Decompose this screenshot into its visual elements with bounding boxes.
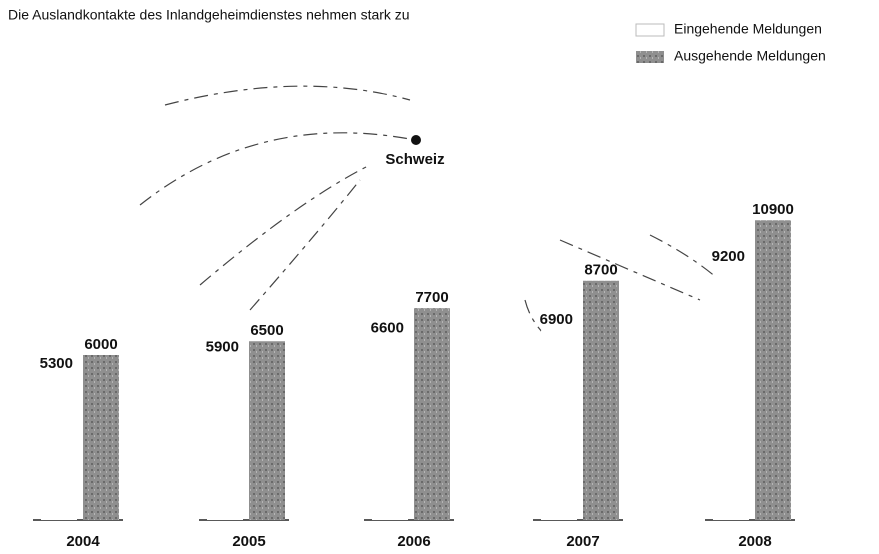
bar <box>372 339 408 521</box>
bar <box>83 355 119 520</box>
bar <box>414 308 450 520</box>
x-tick-label: 2007 <box>566 533 599 550</box>
annotation: Schweiz <box>385 151 444 168</box>
location-dot <box>411 135 421 145</box>
value-label: 5900 <box>206 339 239 356</box>
x-tick-label: 2008 <box>738 533 771 550</box>
legend-swatch <box>636 24 664 36</box>
bar <box>207 358 243 520</box>
legend-swatch <box>636 51 664 63</box>
value-label: 5300 <box>40 355 73 372</box>
value-label: 7700 <box>415 289 448 306</box>
legend-label: Ausgehende Meldungen <box>674 48 826 64</box>
bar <box>583 281 619 520</box>
legend-label: Eingehende Meldungen <box>674 21 822 37</box>
value-label: 6500 <box>250 322 283 339</box>
chart-title: Die Auslandkontakte des Inlandgeheimdien… <box>8 7 410 23</box>
value-label: 8700 <box>584 262 617 279</box>
bar <box>713 267 749 520</box>
bar <box>755 220 791 520</box>
value-label: 6600 <box>371 319 404 336</box>
value-label: 6000 <box>84 336 117 353</box>
bar <box>249 341 285 520</box>
x-tick-label: 2005 <box>232 533 265 550</box>
chart: Die Auslandkontakte des Inlandgeheimdien… <box>0 0 879 554</box>
bar <box>41 374 77 520</box>
x-tick-label: 2006 <box>397 533 430 550</box>
value-label: 6900 <box>540 311 573 328</box>
value-label: 9200 <box>712 248 745 265</box>
value-label: 10900 <box>752 201 794 218</box>
x-tick-label: 2004 <box>66 533 100 550</box>
bar <box>541 330 577 520</box>
